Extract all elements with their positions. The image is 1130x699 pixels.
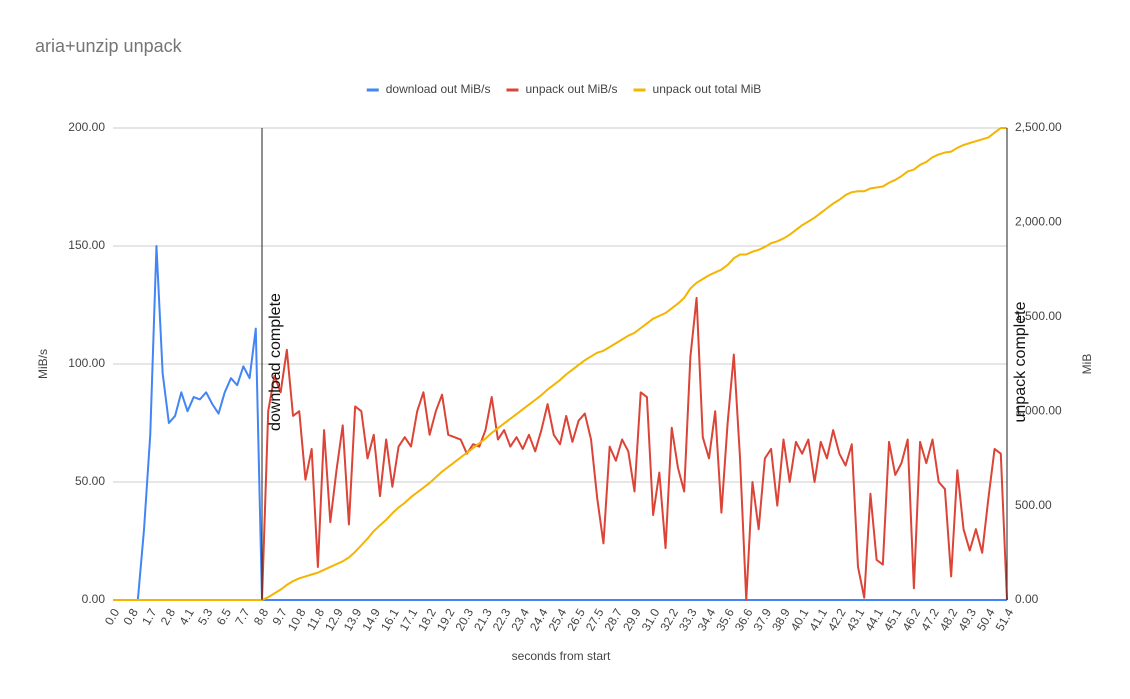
y2-tick-label: 2,000.00 <box>1015 215 1062 229</box>
x-tick-label: 6.5 <box>214 606 235 628</box>
y2-tick-label: 0.00 <box>1015 592 1039 606</box>
x-tick-label: 11.8 <box>304 606 328 633</box>
x-tick-label: 21.3 <box>471 606 495 634</box>
x-tick-label: 47.2 <box>918 606 942 634</box>
x-tick-label: 46.2 <box>899 606 923 634</box>
legend-label: download out MiB/s <box>386 82 491 96</box>
y-tick-label: 0.00 <box>82 592 106 606</box>
x-tick-label: 16.1 <box>378 606 402 634</box>
x-tick-label: 40.1 <box>788 606 812 634</box>
x-tick-label: 45.1 <box>881 606 905 634</box>
x-tick-label: 33.3 <box>676 606 700 634</box>
x-axis-title: seconds from start <box>512 649 611 663</box>
x-tick-label: 34.4 <box>695 606 719 634</box>
x-tick-label: 32.2 <box>657 606 681 634</box>
y2-tick-label: 1,000.00 <box>1015 403 1062 417</box>
y-tick-label: 100.00 <box>68 356 105 370</box>
x-tick-label: 44.1 <box>862 606 886 634</box>
x-tick-label: 0.8 <box>121 606 142 628</box>
x-tick-label: 43.1 <box>844 606 868 634</box>
x-tick-label: 35.6 <box>713 606 737 634</box>
x-tick-label: 42.2 <box>825 606 849 634</box>
y2-tick-label: 500.00 <box>1015 498 1052 512</box>
series-line <box>113 296 1008 601</box>
annotation-label: download complete <box>267 293 284 431</box>
x-tick-label: 10.8 <box>285 606 309 634</box>
x-tick-label: 22.3 <box>490 606 514 634</box>
x-tick-label: 23.4 <box>508 606 532 634</box>
x-tick-label: 14.9 <box>359 606 383 634</box>
x-tick-label: 19.2 <box>434 606 458 634</box>
legend-label: unpack out MiB/s <box>525 82 617 96</box>
x-tick-label: 41.1 <box>806 606 830 634</box>
x-tick-label: 5.3 <box>195 606 216 628</box>
x-tick-label: 13.9 <box>341 606 365 634</box>
y-tick-label: 50.00 <box>75 474 105 488</box>
x-tick-label: 20.3 <box>452 606 476 634</box>
x-tick-label: 2.8 <box>158 606 179 628</box>
y2-tick-label: 1,500.00 <box>1015 309 1062 323</box>
x-tick-label: 48.2 <box>937 606 961 634</box>
legend-label: unpack out total MiB <box>653 82 762 96</box>
x-tick-label: 37.9 <box>750 606 774 634</box>
x-tick-label: 49.3 <box>955 606 979 634</box>
y2-axis-title: MiB <box>1080 354 1094 375</box>
y2-tick-label: 2,500.00 <box>1015 120 1062 134</box>
series-line <box>113 245 1007 601</box>
x-tick-label: 28.7 <box>601 606 625 634</box>
annotation-label: unpack complete <box>1012 301 1029 422</box>
x-tick-label: 1.7 <box>139 606 160 628</box>
x-tick-label: 38.9 <box>769 606 793 634</box>
x-tick-label: 27.5 <box>583 606 607 634</box>
y-tick-label: 150.00 <box>68 238 105 252</box>
x-tick-label: 31.0 <box>639 606 663 634</box>
x-tick-label: 51.4 <box>993 606 1017 634</box>
x-tick-label: 50.4 <box>974 606 998 634</box>
x-tick-label: 7.7 <box>232 606 253 628</box>
x-tick-label: 12.9 <box>322 606 346 634</box>
y-axis-title: MiB/s <box>36 349 50 379</box>
x-tick-label: 24.4 <box>527 606 551 634</box>
x-tick-label: 36.6 <box>732 606 756 634</box>
x-tick-label: 17.1 <box>397 606 421 634</box>
x-tick-label: 29.9 <box>620 606 644 634</box>
x-tick-label: 0.0 <box>102 606 123 628</box>
x-tick-label: 8.8 <box>251 606 272 628</box>
chart-title: aria+unzip unpack <box>35 36 183 56</box>
x-tick-label: 4.1 <box>176 606 197 628</box>
x-tick-label: 18.2 <box>415 606 439 634</box>
y-tick-label: 200.00 <box>68 120 105 134</box>
x-tick-label: 25.4 <box>546 606 570 634</box>
x-tick-label: 26.5 <box>564 606 588 634</box>
